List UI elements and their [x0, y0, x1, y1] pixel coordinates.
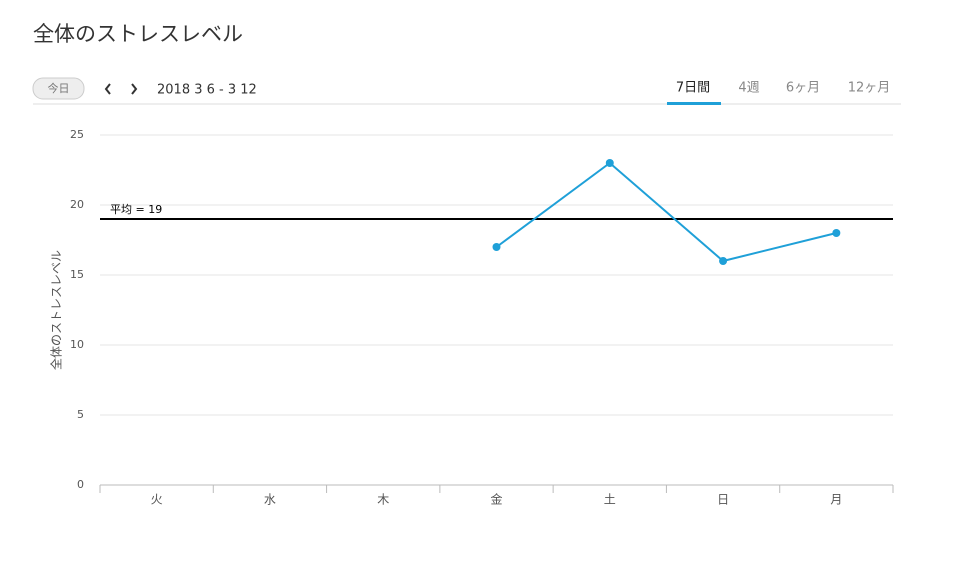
series-line [495, 161, 837, 263]
today-button[interactable] [32, 77, 85, 100]
data-point [605, 159, 614, 167]
x-tick-label: 月 [830, 493, 842, 507]
x-tick-label: 木 [377, 493, 389, 507]
page-title: 全体のストレスレベル [33, 22, 243, 46]
y-tick-label: 15 [70, 268, 84, 281]
average-label: 平均 = 19 [110, 203, 162, 216]
active-tab-underline [667, 102, 721, 105]
y-tick-label: 25 [70, 128, 84, 141]
y-tick-label: 10 [70, 338, 84, 351]
next-arrow[interactable] [131, 83, 138, 95]
period-tab[interactable]: 6ヶ月 [786, 81, 820, 96]
prev-arrow[interactable] [104, 83, 111, 95]
date-range: 2018 3 6 - 3 12 [157, 83, 257, 98]
x-tick-label: 金 [490, 492, 502, 507]
data-point [719, 257, 728, 265]
x-tick-label: 水 [264, 493, 276, 507]
y-tick-label: 20 [70, 198, 84, 211]
period-tab[interactable]: 7日間 [676, 81, 710, 96]
y-tick-label: 0 [77, 478, 84, 491]
period-tab[interactable]: 4週 [738, 81, 759, 96]
today-label[interactable]: 今日 [48, 81, 70, 95]
y-tick-label: 5 [77, 408, 84, 421]
data-point [492, 243, 501, 251]
period-tab[interactable]: 12ヶ月 [848, 81, 891, 96]
x-tick-label: 火 [151, 493, 163, 507]
x-tick-label: 土 [604, 493, 616, 507]
data-point [832, 229, 841, 237]
x-tick-label: 日 [717, 493, 729, 507]
y-axis-label: 全体のストレスレベル [49, 250, 64, 370]
